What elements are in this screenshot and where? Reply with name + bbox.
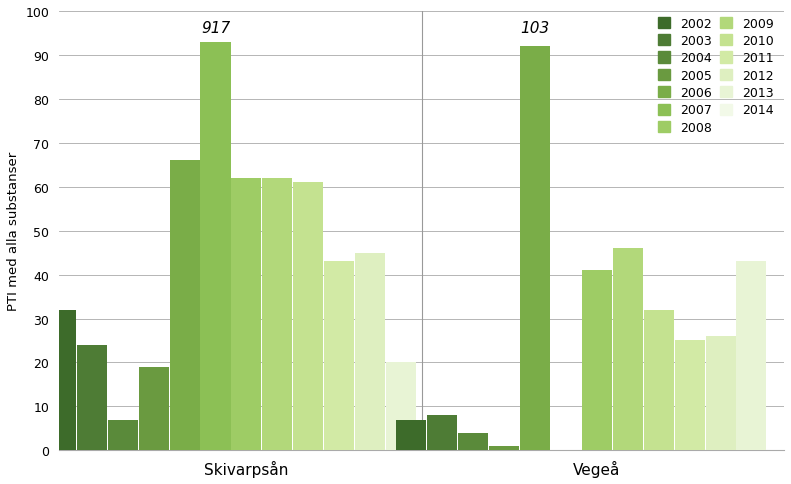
Text: 103: 103 — [520, 21, 550, 36]
Bar — [293, 183, 324, 451]
Bar — [169, 161, 199, 451]
Bar — [200, 43, 230, 451]
Bar — [613, 249, 642, 451]
Bar — [644, 310, 674, 451]
Bar — [324, 262, 354, 451]
Bar — [77, 345, 107, 451]
Bar — [386, 363, 416, 451]
Bar — [736, 262, 766, 451]
Bar — [232, 179, 262, 451]
Bar — [138, 367, 168, 451]
Y-axis label: PTI med alla substanser: PTI med alla substanser — [7, 151, 20, 311]
Bar — [581, 271, 611, 451]
Bar — [706, 336, 736, 451]
Legend: 2002, 2003, 2004, 2005, 2006, 2007, 2008, 2009, 2010, 2011, 2012, 2013, 2014: 2002, 2003, 2004, 2005, 2006, 2007, 2008… — [654, 14, 778, 138]
Bar — [458, 433, 488, 451]
Bar — [427, 415, 457, 451]
Text: 917: 917 — [201, 21, 230, 36]
Bar — [355, 253, 385, 451]
Bar — [108, 420, 138, 451]
Bar — [489, 446, 519, 451]
Bar — [396, 420, 426, 451]
Bar — [675, 341, 705, 451]
Bar — [520, 47, 550, 451]
Bar — [46, 310, 76, 451]
Bar — [263, 179, 293, 451]
